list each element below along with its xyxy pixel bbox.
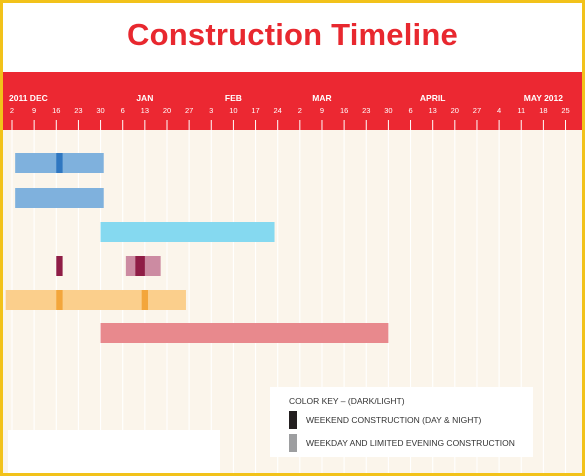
color-key-label-weekday: WEEKDAY AND LIMITED EVENING CONSTRUCTION <box>306 438 515 448</box>
color-key-label-weekend: WEEKEND CONSTRUCTION (DAY & NIGHT) <box>306 415 482 425</box>
tick-label: 2 <box>10 106 14 115</box>
tick-label: 13 <box>429 106 437 115</box>
tick-label: 20 <box>163 106 171 115</box>
month-label: MAY 2012 <box>524 93 563 103</box>
timeline-bar-light <box>5 290 186 310</box>
blank-patch <box>8 430 220 473</box>
tick-label: 16 <box>340 106 348 115</box>
color-key-swatch-dark <box>289 411 297 429</box>
tick-label: 9 <box>32 106 36 115</box>
timeline-bar-dark <box>141 290 149 310</box>
tick-label: 23 <box>362 106 370 115</box>
tick-label: 6 <box>121 106 125 115</box>
tick-label: 9 <box>320 106 324 115</box>
timeline-bar-dark <box>56 290 63 310</box>
timeline-header <box>3 72 582 130</box>
tick-label: 24 <box>274 106 282 115</box>
tick-label: 20 <box>451 106 459 115</box>
month-label: MAR <box>312 93 331 103</box>
tick-label: 4 <box>497 106 501 115</box>
color-key-swatch-light <box>289 434 297 452</box>
tick-label: 17 <box>251 106 259 115</box>
month-label: FEB <box>225 93 242 103</box>
color-key-title: COLOR KEY – (DARK/LIGHT) <box>289 396 405 406</box>
tick-label: 27 <box>185 106 193 115</box>
color-key: COLOR KEY – (DARK/LIGHT) WEEKEND CONSTRU… <box>270 387 533 457</box>
tick-label: 2 <box>298 106 302 115</box>
month-label: JAN <box>136 93 153 103</box>
tick-label: 13 <box>141 106 149 115</box>
timeline-bar-dark <box>56 153 63 173</box>
timeline-bar-light <box>100 222 275 242</box>
chart-title: Construction Timeline <box>127 17 458 52</box>
tick-label: 30 <box>96 106 104 115</box>
tick-label: 10 <box>229 106 237 115</box>
month-label: 2011 DEC <box>9 93 48 103</box>
month-label: APRIL <box>420 93 446 103</box>
tick-label: 23 <box>74 106 82 115</box>
tick-label: 25 <box>561 106 569 115</box>
timeline-bar-dark <box>56 256 63 276</box>
tick-label: 6 <box>408 106 412 115</box>
tick-label: 18 <box>539 106 547 115</box>
tick-label: 27 <box>473 106 481 115</box>
tick-label: 3 <box>209 106 213 115</box>
tick-label: 11 <box>517 106 525 115</box>
tick-label: 30 <box>384 106 392 115</box>
tick-label: 16 <box>52 106 60 115</box>
timeline-bar-light <box>100 323 389 343</box>
timeline-bar-light <box>15 188 104 208</box>
timeline-bar-dark <box>135 256 145 276</box>
